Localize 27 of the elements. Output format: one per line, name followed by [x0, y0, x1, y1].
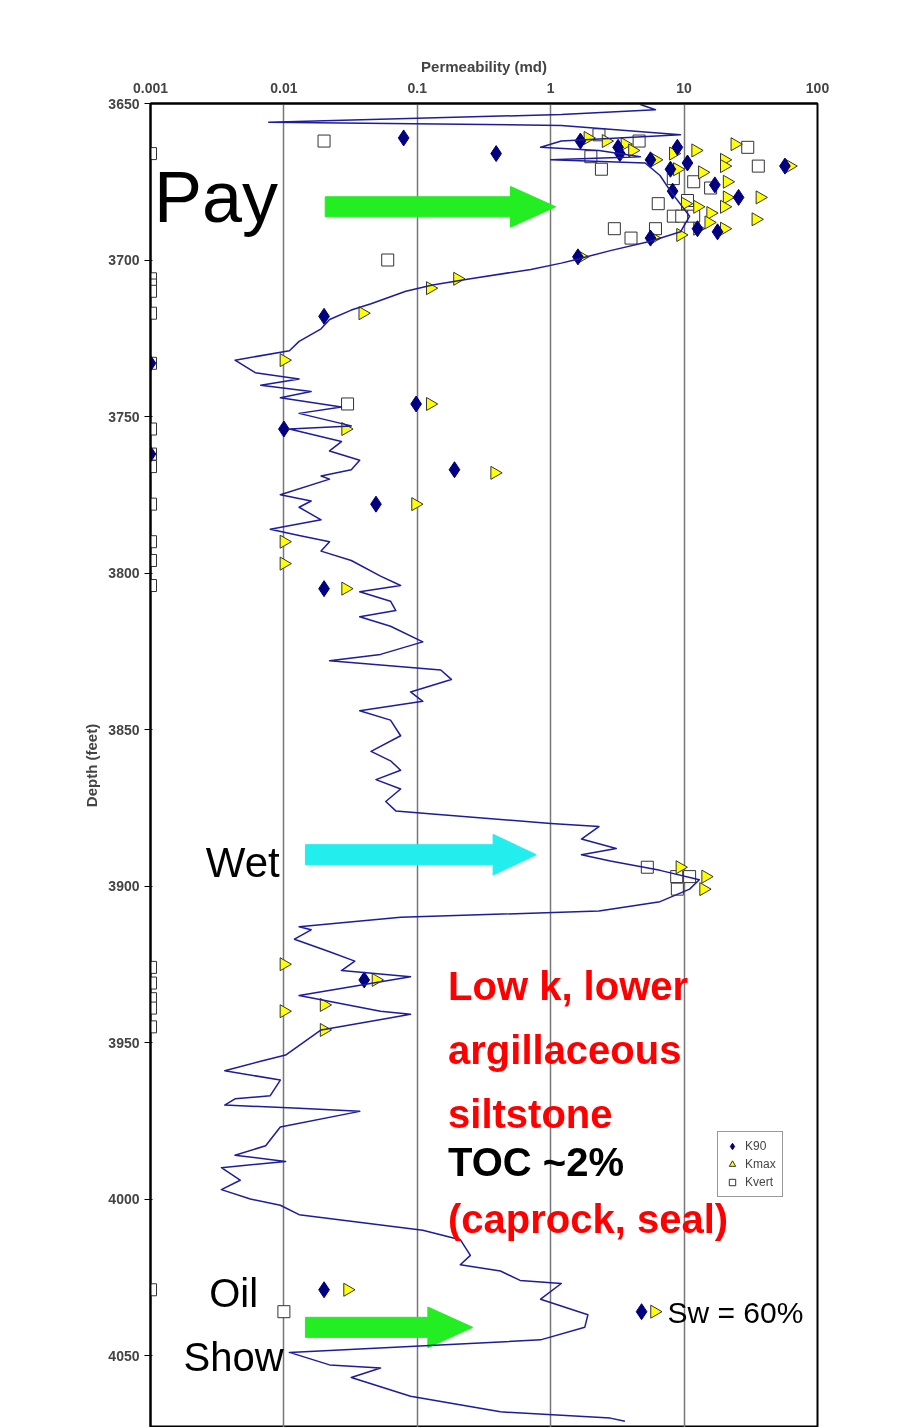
y-tick-label: 3800 [108, 565, 140, 581]
y-tick-label: 3650 [108, 95, 140, 112]
legend-label: Kmax [745, 1156, 776, 1172]
y-tick-label: 3850 [108, 721, 140, 738]
annotation: Sw = 60% [667, 1296, 804, 1330]
y-tick-label: 3900 [108, 878, 140, 895]
x-tick-label: 0.001 [132, 79, 169, 96]
legend-label: Kvert [745, 1174, 774, 1190]
annotation: (caprock, seal) [448, 1197, 729, 1242]
y-tick-label: 3950 [108, 1034, 140, 1051]
x-axis-title: Permeability (md) [421, 57, 547, 75]
y-tick-label: 4000 [108, 1191, 140, 1208]
x-tick-label: 0.1 [407, 79, 428, 96]
annotation: Wet [205, 839, 281, 887]
annotation: Oil Show [183, 1271, 284, 1379]
y-axis-title: Depth (feet) [83, 723, 101, 808]
x-tick-label: 0.01 [270, 79, 298, 96]
y-tick-label: 3700 [108, 252, 140, 268]
legend-label: K90 [745, 1138, 767, 1154]
y-tick-label: 3750 [108, 408, 140, 425]
annotation: Pay [153, 156, 278, 237]
annotation: TOC ~2% [448, 1139, 625, 1184]
annotation: Low k, lower argillaceous siltstone [448, 964, 689, 1136]
x-tick-label: 100 [805, 79, 830, 96]
y-tick-label: 4050 [108, 1347, 140, 1364]
x-tick-label: 1 [546, 79, 555, 96]
x-tick-label: 10 [676, 79, 693, 96]
